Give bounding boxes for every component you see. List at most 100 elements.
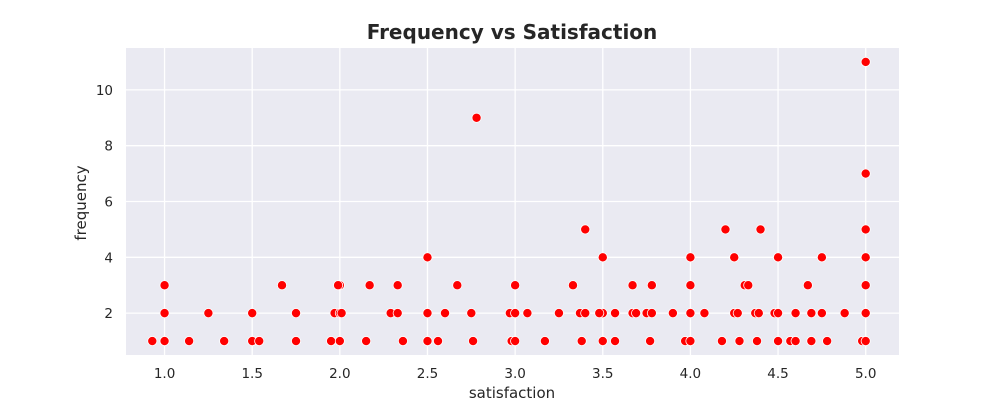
scatter-point (277, 280, 288, 291)
scatter-point (468, 336, 479, 347)
scatter-point (452, 280, 463, 291)
scatter-point (219, 336, 230, 347)
scatter-point (291, 308, 302, 319)
scatter-point (755, 224, 766, 235)
scatter-point (291, 336, 302, 347)
x-axis-ticks: 1.0 1.5 2.0 2.5 3.0 3.5 4.0 4.5 5.0 (154, 366, 877, 382)
scatter-point (732, 308, 743, 319)
x-tick-label: 3.0 (504, 366, 525, 382)
scatter-point (839, 308, 850, 319)
scatter-point (336, 308, 347, 319)
scatter-point (247, 308, 258, 319)
scatter-point (553, 308, 564, 319)
scatter-point (773, 308, 784, 319)
scatter-point (510, 280, 521, 291)
x-tick-label: 2.0 (329, 366, 350, 382)
x-axis-label: satisfaction (469, 384, 555, 400)
scatter-point (752, 336, 763, 347)
scatter-point (790, 308, 801, 319)
scatter-point (510, 308, 521, 319)
scatter-point (522, 308, 533, 319)
scatter-point (159, 308, 170, 319)
x-tick-label: 1.0 (154, 366, 175, 382)
scatter-point (860, 224, 871, 235)
scatter-point (627, 280, 638, 291)
x-tick-label: 4.5 (767, 366, 788, 382)
scatter-point (440, 308, 451, 319)
scatter-point (860, 280, 871, 291)
x-tick-label: 2.5 (417, 366, 438, 382)
x-tick-label: 5.0 (855, 366, 876, 382)
scatter-point (685, 336, 696, 347)
scatter-point (729, 252, 740, 263)
scatter-point (790, 336, 801, 347)
scatter-point (422, 252, 433, 263)
y-tick-label: 8 (104, 139, 113, 155)
scatter-point (860, 56, 871, 67)
scatter-point (392, 280, 403, 291)
scatter-point (685, 280, 696, 291)
scatter-point (594, 308, 605, 319)
scatter-point (734, 336, 745, 347)
scatter-point (392, 308, 403, 319)
scatter-point (806, 336, 817, 347)
scatter-point (860, 168, 871, 179)
x-tick-label: 3.5 (592, 366, 613, 382)
scatter-point (816, 308, 827, 319)
scatter-point (699, 308, 710, 319)
scatter-point (860, 336, 871, 347)
x-tick-label: 1.5 (241, 366, 262, 382)
scatter-point (753, 308, 764, 319)
scatter-point (720, 224, 731, 235)
scatter-point (802, 280, 813, 291)
scatter-point (539, 336, 550, 347)
scatter-point (203, 308, 214, 319)
scatter-point (254, 336, 265, 347)
scatter-point (773, 252, 784, 263)
scatter-point (159, 336, 170, 347)
scatter-point (580, 224, 591, 235)
scatter-point (510, 336, 521, 347)
scatter-point (184, 336, 195, 347)
scatter-point (685, 252, 696, 263)
scatter-point (610, 336, 621, 347)
y-tick-label: 6 (104, 195, 113, 211)
scatter-point (646, 280, 657, 291)
scatter-point (597, 252, 608, 263)
scatter-point (576, 336, 587, 347)
scatter-point (580, 308, 591, 319)
scatter-point (816, 252, 827, 263)
y-tick-label: 10 (96, 83, 113, 99)
scatter-point (631, 308, 642, 319)
scatter-point (646, 308, 657, 319)
scatter-point (860, 252, 871, 263)
scatter-point (397, 336, 408, 347)
scatter-point (422, 336, 433, 347)
scatter-point (567, 280, 578, 291)
scatter-point (471, 112, 482, 123)
scatter-point (334, 336, 345, 347)
scatter-point (466, 308, 477, 319)
scatter-point (326, 336, 337, 347)
y-axis-label: frequency (72, 165, 90, 240)
y-tick-label: 4 (104, 250, 113, 266)
data-points (147, 56, 871, 347)
scatter-point (422, 308, 433, 319)
scatter-point (333, 280, 344, 291)
y-tick-label: 2 (104, 306, 113, 322)
scatter-point (610, 308, 621, 319)
scatter-point (433, 336, 444, 347)
scatter-point (822, 336, 833, 347)
scatter-point (159, 280, 170, 291)
scatter-point (364, 280, 375, 291)
x-tick-label: 4.0 (680, 366, 701, 382)
scatter-point (597, 336, 608, 347)
scatter-point (806, 308, 817, 319)
scatter-point (716, 336, 727, 347)
scatter-point (860, 308, 871, 319)
scatter-point (361, 336, 372, 347)
scatter-point (667, 308, 678, 319)
scatter-point (645, 336, 656, 347)
